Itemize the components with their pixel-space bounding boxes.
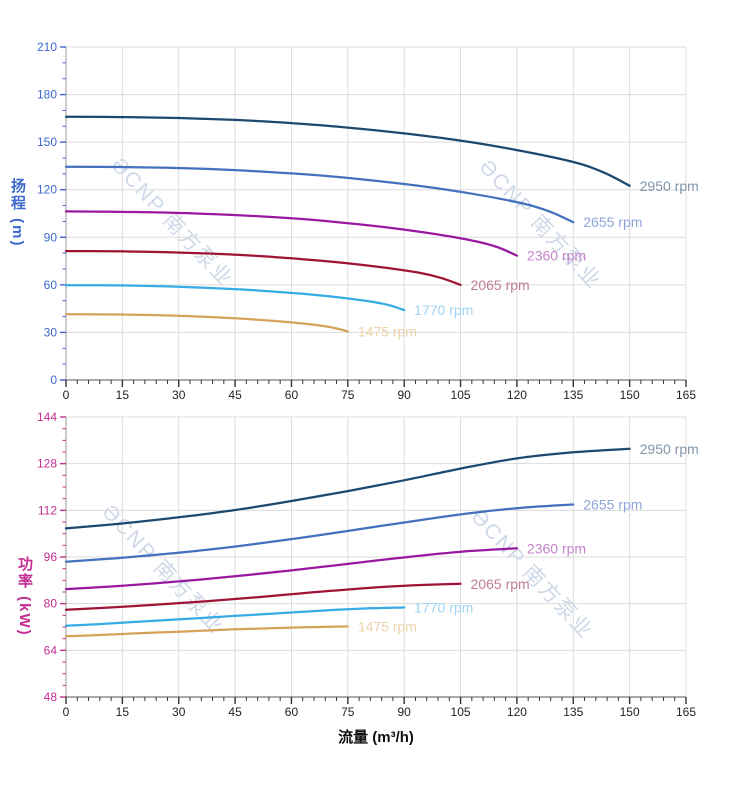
x-tick-label: 150 bbox=[620, 705, 640, 719]
x-tick-label: 135 bbox=[563, 705, 583, 719]
curve-label-2360rpm: 2360 rpm bbox=[527, 540, 586, 556]
x-tick-label: 165 bbox=[676, 388, 696, 402]
x-tick-label: 45 bbox=[228, 705, 242, 719]
x-tick-label: 30 bbox=[172, 705, 186, 719]
x-tick-label: 120 bbox=[507, 705, 527, 719]
pump-curve-1475rpm bbox=[64, 625, 349, 638]
pump-curve-2950rpm bbox=[64, 447, 631, 530]
x-tick-label: 120 bbox=[507, 388, 527, 402]
y-tick-label: 210 bbox=[37, 40, 57, 54]
x-tick-label: 0 bbox=[63, 705, 70, 719]
pump-curve-1770rpm bbox=[64, 284, 406, 312]
power-axis-title: 功率 (kW) bbox=[16, 556, 33, 637]
head-chart: 0 30 60 90 120 150 180 210 0 15 30 45 60 75 90 105 120 13… bbox=[37, 40, 699, 402]
y-tick-label: 150 bbox=[37, 135, 57, 149]
curve-label-2065rpm: 2065 rpm bbox=[471, 576, 530, 592]
x-tick-label: 75 bbox=[341, 388, 355, 402]
pump-curve-2065rpm bbox=[64, 249, 462, 287]
y-tick-label: 80 bbox=[44, 597, 58, 611]
x-tick-label: 60 bbox=[285, 388, 299, 402]
curve-label-2360rpm: 2360 rpm bbox=[527, 248, 586, 264]
y-tick-label: 144 bbox=[37, 410, 57, 424]
curve-label-2950rpm: 2950 rpm bbox=[640, 178, 699, 194]
pump-curve-2655rpm bbox=[64, 165, 575, 224]
pump-curve-2950rpm bbox=[64, 115, 631, 187]
curve-label-1475rpm: 1475 rpm bbox=[358, 618, 417, 634]
x-tick-label: 15 bbox=[116, 388, 130, 402]
x-tick-label: 135 bbox=[563, 388, 583, 402]
flow-axis-title: 流量 (m³/h) bbox=[338, 729, 414, 746]
curve-label-1770rpm: 1770 rpm bbox=[414, 302, 473, 318]
x-tick-label: 105 bbox=[451, 388, 471, 402]
pump-curve-2360rpm bbox=[64, 210, 519, 257]
y-tick-label: 60 bbox=[44, 278, 58, 292]
curve-label-2655rpm: 2655 rpm bbox=[583, 497, 642, 513]
pump-curve-1475rpm bbox=[64, 313, 349, 333]
x-tick-label: 30 bbox=[172, 388, 186, 402]
curve-label-2065rpm: 2065 rpm bbox=[471, 277, 530, 293]
y-tick-label: 90 bbox=[44, 230, 58, 244]
curve-label-2950rpm: 2950 rpm bbox=[640, 441, 699, 457]
curve-label-1770rpm: 1770 rpm bbox=[414, 599, 473, 615]
y-tick-label: 120 bbox=[37, 183, 57, 197]
y-tick-label: 180 bbox=[37, 88, 57, 102]
head-axis-title: 扬程 (m) bbox=[9, 178, 26, 248]
x-tick-label: 75 bbox=[341, 705, 355, 719]
power-chart: 48 64 80 96 112 128 144 0 15 30 45 60 75 90 105 120 135 1… bbox=[37, 410, 699, 719]
curve-label-1475rpm: 1475 rpm bbox=[358, 323, 417, 339]
x-tick-label: 105 bbox=[451, 705, 471, 719]
y-tick-label: 96 bbox=[44, 550, 58, 564]
y-tick-label: 64 bbox=[44, 643, 58, 657]
pump-curve-1770rpm bbox=[64, 606, 406, 627]
x-tick-label: 45 bbox=[228, 388, 242, 402]
x-tick-label: 90 bbox=[398, 388, 412, 402]
x-tick-label: 165 bbox=[676, 705, 696, 719]
x-tick-label: 150 bbox=[620, 388, 640, 402]
pump-curve-2655rpm bbox=[64, 503, 575, 563]
x-tick-label: 60 bbox=[285, 705, 299, 719]
x-tick-label: 0 bbox=[63, 388, 70, 402]
y-tick-label: 30 bbox=[44, 325, 58, 339]
y-tick-label: 48 bbox=[44, 690, 58, 704]
curve-label-2655rpm: 2655 rpm bbox=[583, 214, 642, 230]
pump-curve-2360rpm bbox=[64, 547, 519, 591]
y-tick-label: 0 bbox=[50, 373, 57, 387]
y-tick-label: 112 bbox=[38, 503, 57, 517]
pump-curve-2065rpm bbox=[64, 582, 462, 611]
x-tick-label: 90 bbox=[398, 705, 412, 719]
y-tick-label: 128 bbox=[37, 457, 57, 471]
x-tick-label: 15 bbox=[116, 705, 130, 719]
